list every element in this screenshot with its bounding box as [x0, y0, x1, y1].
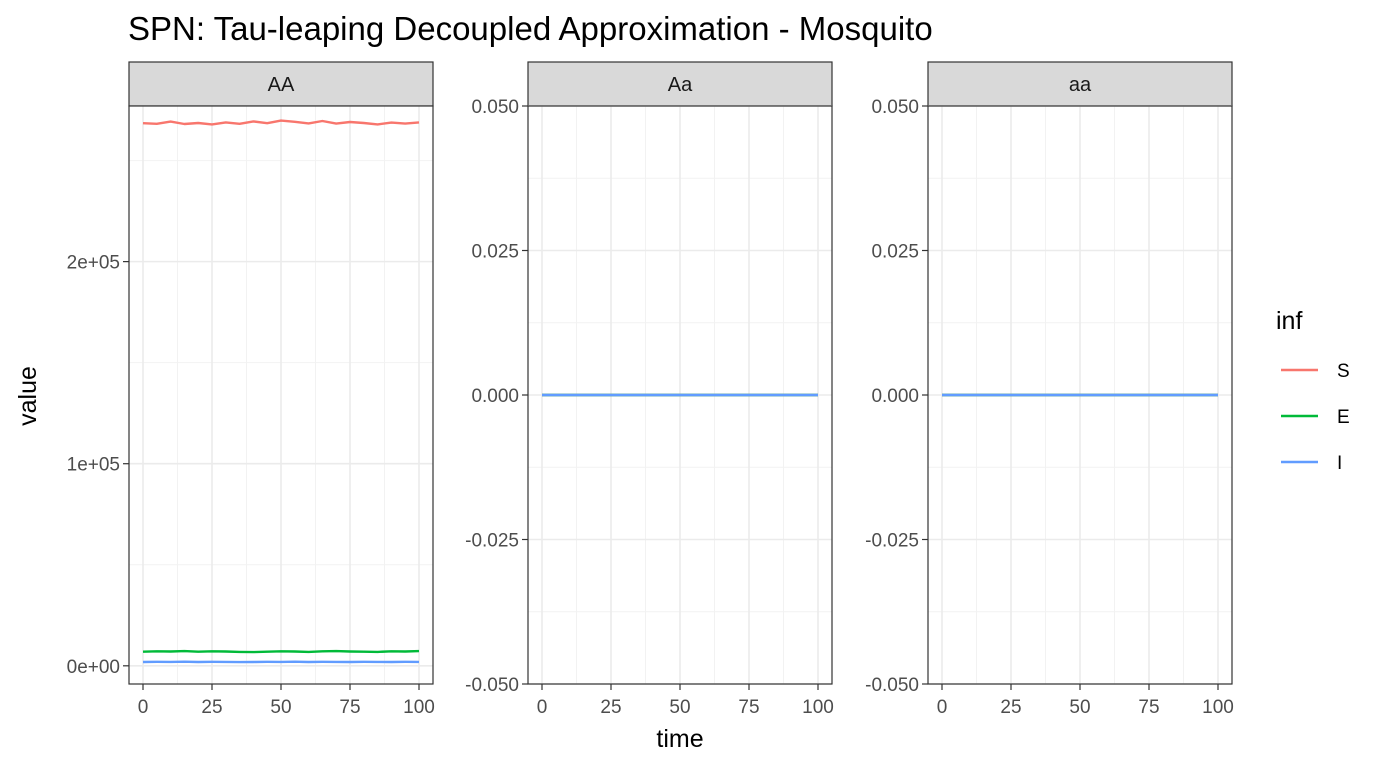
y-tick-label: -0.050: [865, 675, 919, 696]
chart-title: SPN: Tau-leaping Decoupled Approximation…: [128, 10, 933, 47]
x-tick-label: 0: [937, 697, 948, 718]
legend-label-S: S: [1337, 361, 1350, 382]
y-tick-label: 0.000: [871, 386, 919, 407]
y-tick-label: 0.000: [471, 386, 519, 407]
y-tick-label: -0.050: [465, 675, 519, 696]
y-tick-label: 0.050: [471, 97, 519, 118]
x-axis-title: time: [656, 725, 703, 753]
strip-label: AA: [268, 74, 295, 96]
strip-label: Aa: [668, 74, 693, 96]
series-line-E: [142, 649, 420, 654]
x-tick-label: 0: [537, 697, 548, 718]
y-tick-label: 1e+05: [67, 455, 120, 476]
y-tick-label: -0.025: [465, 531, 519, 552]
x-tick-label: 50: [669, 697, 690, 718]
y-tick-label: 0.025: [471, 242, 519, 263]
strip-label: aa: [1069, 74, 1092, 96]
x-tick-label: 25: [600, 697, 621, 718]
legend-title: inf: [1276, 307, 1302, 335]
x-tick-label: 25: [1000, 697, 1021, 718]
panel-AA: AA 0e+00 1e+05 2e+05 0 25 50 75 100: [67, 61, 435, 718]
x-tick-label: 75: [738, 697, 759, 718]
legend-label-E: E: [1337, 407, 1350, 428]
y-tick-label: 0e+00: [67, 657, 120, 678]
x-tick-label: 25: [201, 697, 222, 718]
panels: AA 0e+00 1e+05 2e+05 0 25 50 75 100 Aa -0.050 -0.02…: [67, 61, 1234, 718]
legend-label-I: I: [1337, 453, 1342, 474]
y-tick-label: -0.025: [865, 531, 919, 552]
y-tick-label: 0.025: [871, 242, 919, 263]
x-tick-label: 0: [138, 697, 149, 718]
x-tick-label: 50: [270, 697, 291, 718]
x-tick-label: 100: [1202, 697, 1234, 718]
y-tick-label: 0.050: [871, 97, 919, 118]
x-tick-label: 75: [339, 697, 360, 718]
x-tick-label: 75: [1138, 697, 1159, 718]
panel-Aa: Aa -0.050 -0.025 0.000 0.025 0.050 0 25 50 75 100: [465, 61, 834, 718]
x-tick-label: 50: [1069, 697, 1090, 718]
x-tick-label: 100: [403, 697, 435, 718]
strip-Aa: [527, 61, 833, 107]
x-tick-label: 100: [802, 697, 834, 718]
series-line-S: [142, 119, 420, 126]
strip-AA: [128, 61, 434, 107]
y-tick-label: 2e+05: [67, 253, 120, 274]
panel-aa: aa -0.050 -0.025 0.000 0.025 0.050 0 25 50 75 100: [865, 61, 1234, 718]
y-axis-title: value: [14, 366, 42, 426]
strip-aa: [927, 61, 1233, 107]
legend: inf S E I: [1276, 307, 1350, 474]
